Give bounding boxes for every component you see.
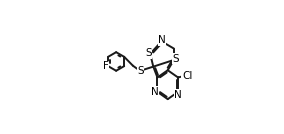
Text: S: S (137, 66, 144, 76)
Text: N: N (158, 35, 166, 45)
Text: Cl: Cl (182, 71, 192, 81)
Text: N: N (151, 87, 159, 97)
Text: S: S (172, 54, 179, 64)
Text: S: S (145, 48, 152, 58)
Text: N: N (174, 90, 182, 100)
Text: F: F (103, 61, 108, 71)
